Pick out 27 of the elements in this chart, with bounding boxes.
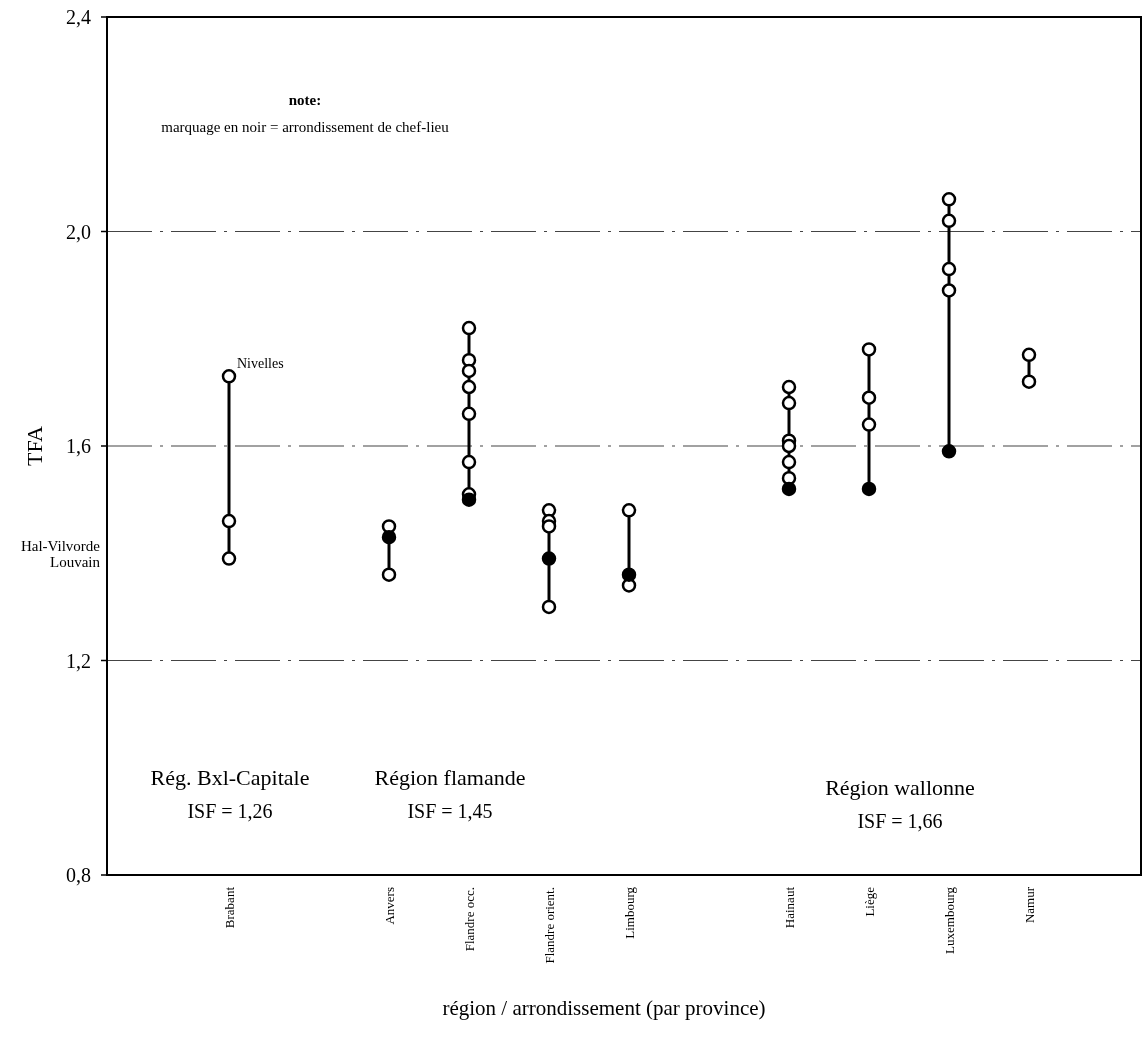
y-tick-label: 2,4: [66, 6, 91, 28]
y-tick-label: 1,6: [66, 435, 91, 457]
text: Hal-Vilvorde: [20, 538, 101, 554]
x-tick-label: Luxembourg: [942, 886, 957, 954]
annotation: Rég. Bxl-Capitale: [150, 765, 310, 790]
annotation: ISF = 1,66: [857, 810, 943, 832]
text: Louvain: [50, 554, 101, 570]
annotation: ISF = 1,45: [407, 800, 493, 822]
x-tick-label: Anvers: [382, 887, 397, 925]
y-axis-title: TFA: [22, 425, 47, 466]
x-tick-label: Limbourg: [622, 886, 637, 939]
annotation: Région wallonne: [825, 775, 975, 800]
x-tick-label: Namur: [1022, 886, 1037, 924]
annotation: Nivelles: [237, 356, 284, 372]
annotation: marquage en noir = arrondissement de chef-lieu: [161, 119, 450, 135]
x-axis-title: région / arrondissement (par province): [442, 996, 766, 1020]
y-tick-label: 0,8: [66, 864, 91, 886]
annotation: ISF = 1,26: [187, 800, 273, 822]
x-tick-label: Brabant: [222, 886, 237, 929]
x-tick-label: Liège: [862, 886, 877, 917]
y-tick-label: 2,0: [66, 220, 91, 243]
annotation: note:: [288, 92, 322, 108]
y-tick-label: 1,2: [66, 649, 91, 672]
x-tick-label: Flandre occ.: [462, 887, 477, 952]
x-tick-label: Hainaut: [782, 886, 797, 929]
annotation: Région flamande: [374, 765, 526, 790]
x-tick-label: Flandre orient.: [542, 887, 557, 964]
